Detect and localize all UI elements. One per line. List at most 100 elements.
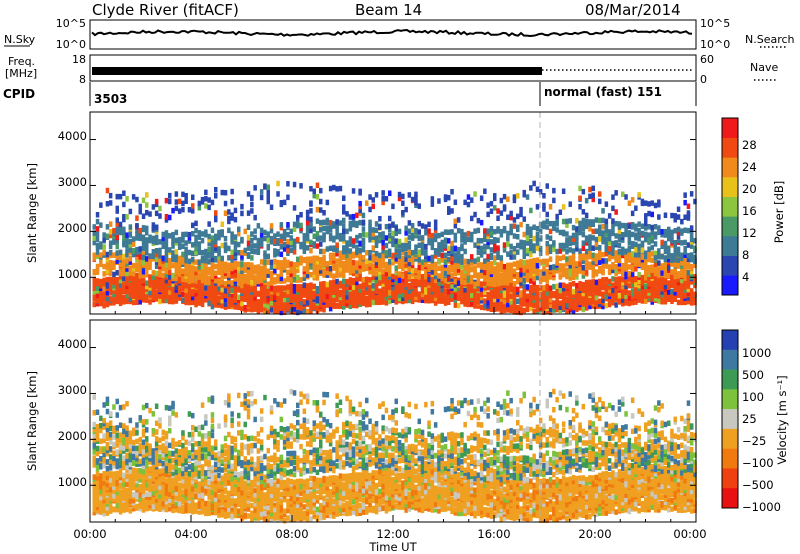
scatter-cell	[115, 474, 119, 480]
scatter-cell	[161, 239, 165, 245]
scatter-cell	[627, 295, 632, 301]
scatter-cell	[191, 508, 195, 515]
scatter-cell	[476, 217, 481, 224]
scatter-cell	[108, 411, 113, 417]
scatter-cell	[296, 267, 300, 274]
scatter-cell	[617, 236, 622, 243]
scatter-cell	[575, 271, 579, 277]
scatter-cell	[141, 245, 146, 252]
scatter-cell	[473, 271, 477, 277]
scatter-cell	[433, 270, 438, 276]
scatter-cell	[279, 266, 284, 273]
scatter-cell	[148, 456, 152, 462]
scatter-cell	[151, 479, 156, 485]
scatter-cell	[493, 193, 497, 199]
scatter-cell	[128, 450, 133, 456]
scatter-cell	[348, 226, 353, 232]
scatter-cell	[394, 247, 398, 253]
scatter-cell	[181, 291, 185, 298]
scatter-cell	[358, 253, 362, 259]
scatter-cell	[683, 256, 687, 262]
scatter-cell	[624, 260, 628, 266]
scatter-cell	[184, 481, 188, 487]
scatter-cell	[269, 294, 274, 300]
scatter-cell	[217, 289, 221, 296]
scatter-cell	[125, 487, 129, 493]
scatter-cell	[647, 287, 651, 293]
scatter-cell	[108, 508, 113, 514]
scatter-cell	[561, 302, 566, 309]
scatter-cell	[653, 250, 658, 257]
scatter-cell	[516, 304, 520, 311]
scatter-cell	[368, 194, 372, 200]
scatter-cell	[184, 497, 188, 503]
scatter-cell	[263, 183, 267, 189]
scatter-cell	[181, 297, 185, 303]
scatter-cell	[197, 495, 202, 501]
scatter-cell	[131, 236, 136, 242]
scatter-cell	[489, 306, 494, 312]
scatter-cell	[437, 297, 441, 303]
scatter-cell	[217, 269, 221, 276]
power-cbar-tick-20: 20	[742, 182, 757, 196]
scatter-cell	[135, 235, 139, 241]
scatter-cell	[187, 495, 192, 501]
scatter-cell	[591, 219, 595, 225]
scatter-cell	[667, 235, 671, 242]
scatter-cell	[315, 182, 320, 188]
scatter-cell	[325, 228, 330, 235]
scatter-cell	[486, 228, 490, 234]
scatter-cell	[496, 265, 500, 271]
scatter-cell	[384, 196, 389, 202]
scatter-cell	[345, 289, 349, 296]
scatter-cell	[581, 273, 586, 279]
scatter-cell	[289, 271, 293, 278]
scatter-cell	[410, 257, 415, 264]
scatter-cell	[233, 250, 238, 256]
scatter-cell	[161, 460, 165, 467]
scatter-cell	[460, 228, 464, 235]
scatter-cell	[148, 285, 152, 291]
scatter-cell	[611, 218, 615, 224]
scatter-cell	[227, 245, 231, 252]
scatter-cell	[351, 267, 356, 274]
scatter-cell	[355, 268, 359, 274]
scatter-cell	[424, 292, 428, 298]
scatter-cell	[532, 257, 536, 264]
scatter-cell	[302, 233, 307, 239]
scatter-cell	[217, 507, 221, 514]
scatter-cell	[538, 250, 543, 256]
scatter-cell	[312, 269, 316, 275]
scatter-cell	[381, 261, 385, 268]
scatter-cell	[181, 465, 185, 472]
scatter-cell	[95, 242, 100, 249]
scatter-cell	[660, 254, 664, 260]
scatter-cell	[397, 262, 402, 269]
scatter-cell	[686, 210, 691, 216]
scatter-cell	[141, 284, 146, 290]
scatter-cell	[233, 261, 238, 267]
scatter-cell	[388, 215, 392, 222]
scatter-cell	[289, 239, 293, 245]
scatter-cell	[565, 231, 569, 237]
scatter-cell	[204, 290, 208, 297]
scatter-cell	[388, 251, 392, 258]
scatter-cell	[512, 197, 517, 204]
scatter-cell	[145, 454, 149, 460]
scatter-cell	[391, 230, 395, 237]
scatter-cell	[667, 273, 671, 279]
scatter-cell	[197, 279, 202, 286]
scatter-cell	[282, 305, 287, 312]
scatter-cell	[637, 252, 641, 258]
scatter-cell	[578, 285, 582, 292]
power-ytick-4000: 4000	[58, 129, 87, 143]
scatter-cell	[158, 283, 162, 289]
scatter-cell	[581, 245, 586, 252]
scatter-cell	[335, 296, 339, 303]
scatter-cell	[161, 291, 165, 297]
scatter-cell	[575, 226, 579, 232]
scatter-cell	[194, 273, 198, 279]
scatter-cell	[174, 253, 179, 260]
scatter-cell	[404, 288, 408, 294]
scatter-cell	[493, 246, 497, 253]
